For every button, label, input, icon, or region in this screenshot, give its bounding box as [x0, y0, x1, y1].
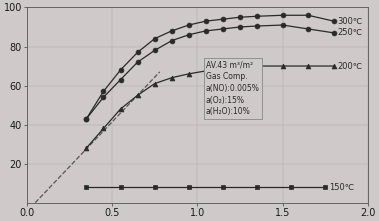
Text: 150℃: 150℃ — [329, 183, 354, 192]
Text: AV.43 m³/m²
Gas Comp.
a(NO):0.005%
a(O₂):15%
a(H₂O):10%: AV.43 m³/m² Gas Comp. a(NO):0.005% a(O₂)… — [206, 60, 260, 116]
Text: 250℃: 250℃ — [337, 28, 362, 37]
Text: 300℃: 300℃ — [337, 17, 362, 26]
Text: 200℃: 200℃ — [337, 61, 362, 70]
